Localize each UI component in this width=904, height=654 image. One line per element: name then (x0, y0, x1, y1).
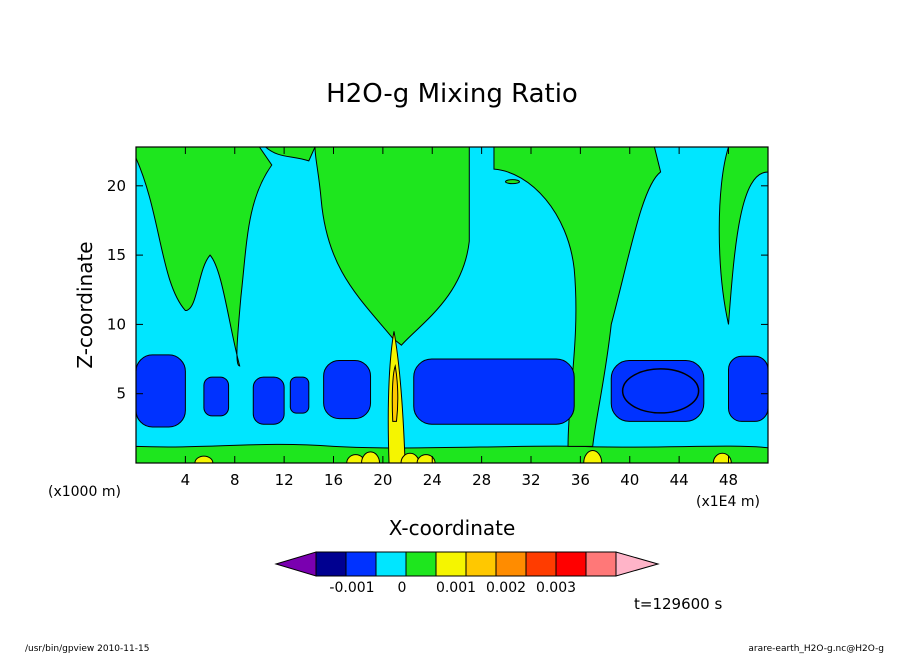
colorbar-label-4: 0.003 (536, 580, 576, 596)
footer-left: /usr/bin/gpview 2010-11-15 (25, 644, 149, 654)
colorbar-cell-7 (495, 551, 527, 577)
colorbar-high-arrow (615, 551, 660, 577)
footer-right: arare-earth_H2O-g.nc@H2O-g (748, 644, 884, 654)
region-far-right-plume (718, 147, 768, 325)
x-tick-label-10: 44 (670, 471, 689, 489)
colorbar: -0.001 0 0.001 0.002 0.003 (274, 551, 660, 596)
y-tick-label-0: 5 (116, 385, 126, 403)
plot-area (136, 147, 768, 463)
x-tick-label-5: 24 (423, 471, 442, 489)
colorbar-cell-6 (465, 551, 497, 577)
region-right-column (493, 147, 662, 447)
y-axis-label: Z-coordinate (73, 241, 97, 368)
x-tick-label-3: 16 (324, 471, 343, 489)
colorbar-low-arrow (274, 551, 317, 577)
region-moist-lobe-5 (323, 359, 372, 420)
x-tick-label-1: 8 (230, 471, 240, 489)
colorbar-cell-1 (315, 551, 347, 577)
colorbar-cell-8 (525, 551, 557, 577)
region-surface-moist-2 (361, 451, 381, 463)
region-upper-strip (264, 147, 316, 162)
region-moist-lobe-2 (203, 376, 230, 417)
y-tick-label-2: 15 (107, 246, 126, 264)
region-surface-dry (136, 443, 768, 463)
region-central-column (314, 147, 470, 346)
x-tick-label-0: 4 (181, 471, 191, 489)
colorbar-label-0: -0.001 (329, 580, 374, 596)
region-surface-moist-7 (194, 455, 214, 463)
colorbar-cell-2 (345, 551, 377, 577)
region-moist-lobe-3 (252, 376, 285, 425)
x-unit-left: (x1000 m) (48, 484, 121, 500)
y-tick-label-3: 20 (107, 177, 126, 195)
colorbar-cell-3 (375, 551, 407, 577)
colorbar-cell-9 (555, 551, 587, 577)
x-tick-label-2: 12 (275, 471, 294, 489)
colorbar-label-1: 0 (398, 580, 407, 596)
colorbar-label-2: 0.001 (436, 580, 476, 596)
plot-frame (135, 146, 769, 464)
time-label: t=129600 s (634, 595, 722, 613)
region-left-plume (136, 147, 273, 367)
x-unit-right: (x1E4 m) (696, 494, 760, 510)
x-tick-label-8: 36 (571, 471, 590, 489)
region-surface-moist-6 (712, 452, 732, 463)
chart-title: H2O-g Mixing Ratio (326, 79, 578, 109)
colorbar-cell-10 (585, 551, 617, 577)
x-tick-label-7: 32 (521, 471, 540, 489)
region-small-patch (504, 179, 520, 185)
colorbar-label-3: 0.002 (486, 580, 526, 596)
contour-core-right (621, 368, 700, 414)
x-tick-label-4: 20 (373, 471, 392, 489)
region-moist-lobe-4 (289, 376, 310, 414)
colorbar-cell-4 (405, 551, 437, 577)
region-core-peak (391, 364, 399, 422)
region-surface-moist-3 (400, 452, 420, 463)
x-axis-label: X-coordinate (389, 516, 516, 540)
region-moist-lobe-8 (728, 355, 768, 422)
region-moist-lobe-1 (136, 354, 186, 428)
x-tick-label-6: 28 (472, 471, 491, 489)
x-tick-label-11: 48 (719, 471, 738, 489)
x-tick-label-9: 40 (620, 471, 639, 489)
region-moist-lobe-6 (413, 358, 575, 425)
colorbar-cell-5 (435, 551, 467, 577)
y-tick-label-1: 10 (107, 315, 126, 333)
